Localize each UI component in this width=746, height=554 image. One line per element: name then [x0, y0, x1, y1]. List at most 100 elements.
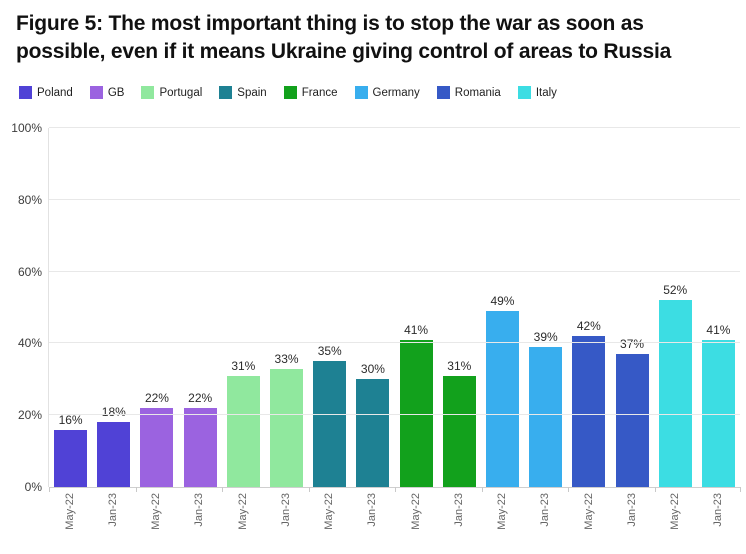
x-axis-tick [654, 487, 656, 492]
legend-label: France [301, 86, 338, 99]
bar-gb-may-22: 22% [140, 391, 174, 487]
x-tick-slot: Jan-23 [91, 493, 134, 547]
x-tick-slot: Jan-23 [178, 493, 221, 547]
bar-slot-spain-may-22: 35% [308, 128, 351, 487]
x-tick-slot: May-22 [654, 493, 697, 547]
x-tick-slot: May-22 [135, 493, 178, 547]
bar-gb-jan-23: 22% [183, 391, 217, 487]
bar-slot-gb-jan-23: 22% [179, 128, 222, 487]
bar-value-label: 37% [620, 337, 645, 352]
legend-label: Italy [535, 86, 557, 99]
legend-item-italy: Italy [517, 86, 557, 99]
x-axis-tick [49, 487, 50, 492]
x-tick-label-gb-may-22: May-22 [150, 493, 163, 530]
bar-slot-germany-jan-23: 39% [524, 128, 567, 487]
legend-item-spain: Spain [219, 86, 267, 99]
bar-slot-portugal-jan-23: 33% [265, 128, 308, 487]
x-tick-label-romania-may-22: May-22 [582, 493, 595, 530]
x-tick-label-portugal-may-22: May-22 [236, 493, 249, 530]
x-tick-label-germany-may-22: May-22 [496, 493, 509, 530]
bar-slot-germany-may-22: 49% [481, 128, 524, 487]
x-tick-slot: Jan-23 [524, 493, 567, 547]
legend-item-romania: Romania [436, 86, 501, 99]
bar-slot-poland-may-22: 16% [49, 128, 92, 487]
bar-slot-gb-may-22: 22% [135, 128, 178, 487]
bar-value-label: 42% [576, 319, 601, 334]
bar-value-label: 18% [101, 405, 126, 420]
bar-germany-jan-23: 39% [529, 330, 563, 487]
x-axis-tick [740, 487, 741, 492]
bar-chart: 0% 20% 40% 60% 80% 100% 16% 18% 22% 22% 31% 33% 35%… [0, 121, 746, 548]
legend-swatch-italy [517, 86, 531, 99]
legend-item-germany: Germany [354, 86, 420, 99]
legend-item-france: France [283, 86, 338, 99]
gridline-40 [49, 342, 740, 344]
bar-value-label: 39% [533, 330, 558, 344]
legend-item-poland: Poland [19, 86, 73, 99]
x-tick-slot: Jan-23 [437, 493, 480, 547]
bar-slot-romania-jan-23: 37% [610, 128, 653, 487]
y-tick-label-100: 100% [11, 121, 42, 135]
bar-value-label: 33% [274, 351, 299, 366]
x-tick-slot: May-22 [48, 493, 91, 547]
x-tick-label-france-may-22: May-22 [409, 493, 422, 530]
gridline-100 [49, 127, 740, 128]
legend-label: Poland [37, 86, 73, 99]
y-tick-label-0: 0% [24, 480, 42, 494]
gridline-80 [49, 198, 740, 200]
bar-value-label: 35% [317, 344, 342, 359]
legend-swatch-gb [89, 86, 103, 99]
bar-portugal-may-22: 31% [226, 359, 260, 487]
x-axis-tick [568, 487, 569, 492]
bar-value-label: 41% [404, 322, 429, 337]
bar-romania-jan-23: 37% [615, 337, 649, 487]
bar-germany-may-22: 49% [485, 294, 519, 487]
bar-slot-spain-jan-23: 30% [351, 128, 394, 487]
y-tick-label-40: 40% [17, 336, 42, 351]
legend-swatch-france [283, 86, 297, 99]
legend: Poland GB Portugal Spain France Germany Romani… [19, 86, 735, 99]
x-axis-tick [308, 487, 310, 492]
legend-swatch-portugal [141, 86, 155, 99]
x-tick-label-romania-jan-23: Jan-23 [625, 493, 638, 527]
bar-poland-may-22: 16% [54, 413, 88, 487]
x-tick-slot: Jan-23 [697, 493, 740, 547]
bar-value-label: 31% [231, 358, 256, 373]
bar-slot-france-may-22: 41% [395, 128, 438, 487]
x-tick-label-france-jan-23: Jan-23 [452, 493, 465, 527]
x-tick-label-poland-jan-23: Jan-23 [106, 493, 119, 527]
bar-italy-jan-23: 41% [701, 323, 735, 487]
legend-swatch-poland [19, 86, 32, 99]
x-tick-label-italy-jan-23: Jan-23 [712, 493, 725, 527]
y-tick-label-60: 60% [17, 264, 42, 279]
x-axis-labels: May-22 Jan-23 May-22 Jan-23 May-22 Jan-23 May-… [48, 493, 740, 547]
x-axis-tick [135, 487, 137, 492]
legend-label: Romania [454, 86, 501, 99]
bar-spain-may-22: 35% [313, 344, 347, 487]
legend-item-gb: GB [89, 86, 125, 99]
x-tick-slot: May-22 [481, 493, 524, 547]
bar-spain-jan-23: 30% [356, 362, 390, 487]
bar-value-label: 16% [58, 412, 83, 427]
x-tick-slot: May-22 [394, 493, 437, 547]
bar-italy-may-22: 52% [658, 283, 692, 487]
bar-value-label: 22% [144, 391, 169, 406]
x-tick-label-spain-may-22: May-22 [323, 493, 336, 530]
bar-france-may-22: 41% [399, 323, 433, 487]
x-axis-tick [395, 487, 396, 492]
bar-slot-romania-may-22: 42% [567, 128, 610, 487]
legend-label: GB [107, 86, 125, 99]
bar-value-label: 41% [706, 322, 731, 337]
x-tick-label-italy-may-22: May-22 [669, 493, 682, 530]
legend-item-portugal: Portugal [141, 86, 202, 99]
bar-slot-portugal-may-22: 31% [222, 128, 265, 487]
legend-label: Spain [237, 86, 267, 99]
bar-value-label: 31% [447, 358, 472, 373]
bar-value-label: 52% [663, 283, 688, 298]
chart-title: Figure 5: The most important thing is to… [16, 12, 672, 63]
x-axis-tick [481, 487, 483, 492]
y-tick-label-20: 20% [17, 408, 42, 423]
bar-slot-poland-jan-23: 18% [92, 128, 135, 487]
legend-swatch-spain [219, 86, 233, 99]
